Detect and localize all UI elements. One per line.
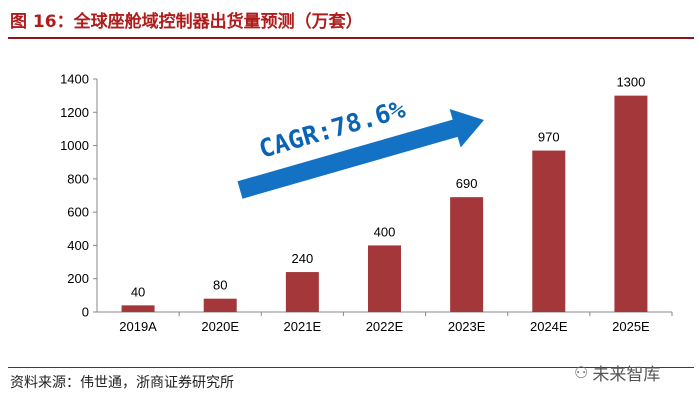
x-tick-label-2020E: 2020E — [201, 319, 239, 334]
y-tick-label: 1400 — [60, 72, 89, 87]
y-tick-label: 200 — [67, 271, 89, 286]
y-tick-label: 800 — [67, 171, 89, 186]
bar-2023E — [450, 197, 484, 312]
data-label-2024E: 970 — [538, 130, 560, 145]
cagr-annotation: CAGR:78.6% — [237, 94, 484, 199]
chart-title: 图 16：全球座舱域控制器出货量预测（万套） — [10, 12, 363, 32]
y-tick-label: 1000 — [60, 138, 89, 153]
y-tick-label: 0 — [82, 305, 89, 320]
data-label-2022E: 400 — [374, 224, 396, 239]
bar-2021E — [285, 272, 319, 312]
data-label-2019A: 40 — [131, 284, 145, 299]
y-tick-label: 600 — [67, 205, 89, 220]
watermark-text: 未来智库 — [592, 365, 661, 385]
bar-2022E — [368, 245, 401, 312]
data-label-2025E: 1300 — [616, 75, 645, 90]
y-tick-label: 1200 — [60, 105, 89, 120]
data-label-2020E: 80 — [213, 278, 227, 293]
bar-2025E — [614, 95, 648, 313]
bar-2024E — [532, 150, 566, 312]
watermark: ⚇ 未来智库 — [574, 360, 660, 385]
x-tick-label-2025E: 2025E — [612, 319, 650, 334]
x-tick-label-2021E: 2021E — [284, 319, 322, 334]
data-label-2023E: 690 — [456, 176, 478, 191]
source-note: 资料来源：伟世通，浙商证券研究所 — [10, 375, 234, 391]
x-tick-label-2019A: 2019A — [119, 319, 157, 334]
y-tick-label: 400 — [67, 238, 89, 253]
wechat-icon: ⚇ — [574, 363, 589, 382]
x-tick-label-2022E: 2022E — [366, 319, 404, 334]
chart-y-ticks: 0 200 400 600 800 1000 1200 1400 — [60, 72, 97, 320]
footer-divider — [8, 367, 694, 368]
x-tick-label-2023E: 2023E — [448, 319, 486, 334]
bar-2019A — [121, 305, 155, 312]
growth-arrow-icon — [237, 109, 484, 199]
data-label-2021E: 240 — [292, 251, 314, 266]
chart-x-ticks: 2019A 2020E 2021E 2022E 2023E 2024E 2025E — [119, 312, 673, 334]
chart-data-labels: 40 80 240 400 690 970 1300 — [131, 75, 646, 300]
chart-bars — [121, 95, 648, 313]
bar-2020E — [203, 298, 237, 312]
title-divider — [8, 37, 694, 39]
x-tick-label-2024E: 2024E — [530, 319, 568, 334]
